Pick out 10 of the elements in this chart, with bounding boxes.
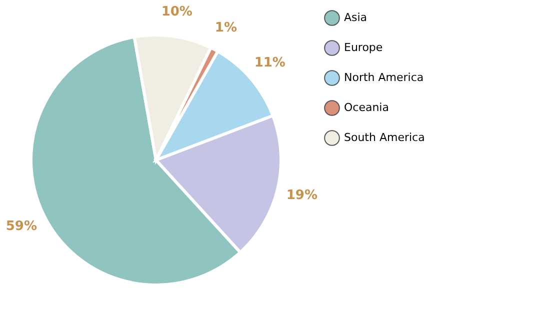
legend-label: Europe [344, 41, 383, 54]
data-label: 19% [286, 188, 318, 203]
legend-label: Asia [344, 11, 368, 24]
legend-label: South America [344, 131, 425, 144]
data-label: 1% [214, 20, 237, 36]
data-label: 11% [254, 55, 286, 70]
legend-label: North America [344, 71, 424, 84]
data-label: 10% [161, 4, 192, 20]
legend-label: Oceania [344, 101, 389, 114]
data-label: 59% [6, 219, 37, 234]
